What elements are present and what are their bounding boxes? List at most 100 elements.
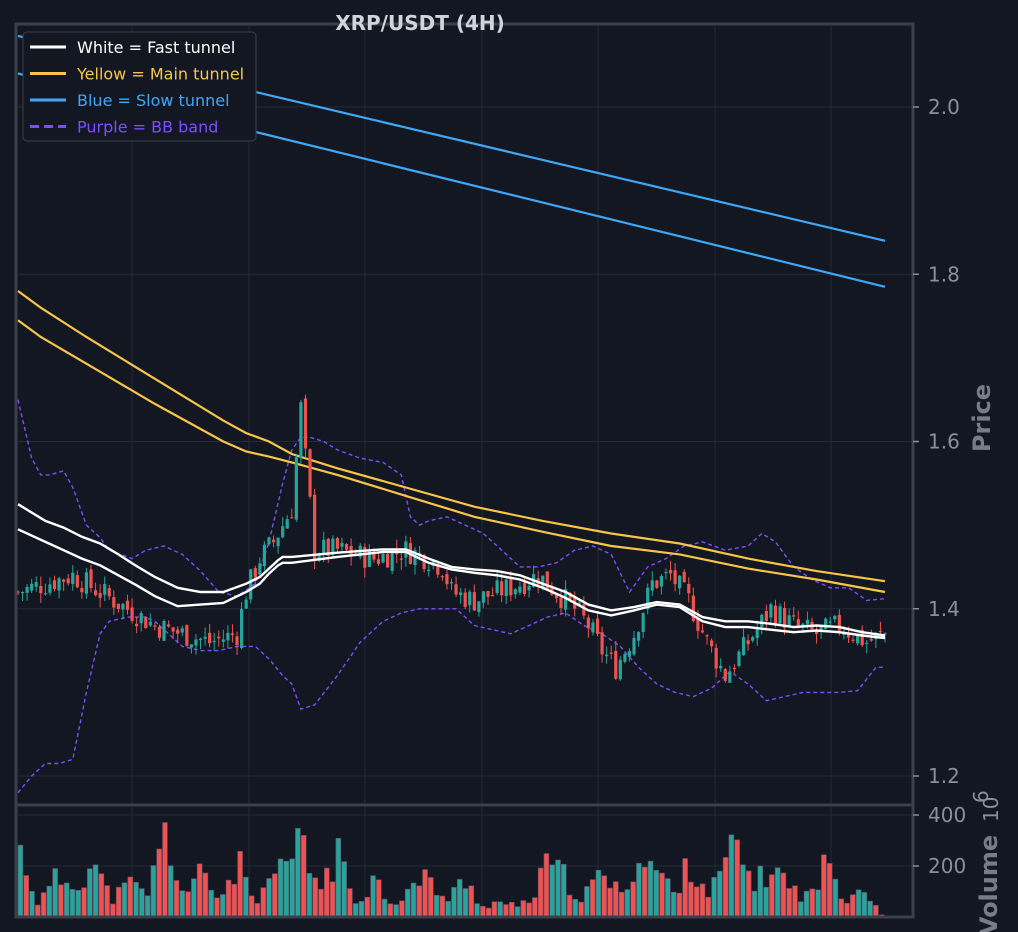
volume-axis-ticks: 200 400 (913, 803, 966, 878)
volume-bar (821, 854, 827, 918)
volume-bar (607, 887, 613, 918)
volume-bar (595, 869, 602, 918)
candle-body (518, 586, 522, 593)
volume-bar (347, 888, 353, 918)
volume-bar (29, 890, 35, 918)
volume-bar (665, 878, 671, 918)
candle-body (846, 633, 851, 638)
candle-body (719, 665, 723, 669)
volume-bar (508, 901, 515, 918)
volume-bar (682, 858, 688, 918)
volume-bar (266, 878, 272, 918)
volume-bar (23, 875, 29, 918)
volume-bar (40, 892, 47, 918)
bollinger-band-layer (17, 399, 886, 794)
volume-bar (589, 879, 596, 918)
volume-bar (711, 877, 717, 918)
candle-body (139, 613, 143, 624)
candle-body (481, 591, 486, 603)
candle-body (62, 579, 66, 582)
volume-bar (283, 860, 290, 918)
candle-body (30, 583, 34, 591)
candle-body (281, 526, 285, 538)
candle-body (427, 569, 431, 572)
candle-body (176, 629, 180, 634)
volume-bar (220, 894, 226, 918)
candle-body (500, 581, 504, 596)
volume-bar (110, 903, 116, 918)
candle-body (440, 576, 444, 578)
volume-bar (774, 867, 781, 918)
volume-bar (636, 862, 642, 918)
candle-body (180, 628, 184, 633)
candle-body (148, 621, 152, 626)
volume-tick-label: 400 (928, 803, 966, 827)
volume-bar (92, 864, 99, 918)
candle-body (513, 589, 517, 595)
candle-body (691, 595, 695, 621)
volume-bar (676, 892, 683, 918)
candle-body (819, 626, 823, 631)
volume-bar (231, 883, 238, 918)
volume-bar (422, 869, 428, 918)
volume-bar (121, 882, 128, 918)
candle-body (107, 588, 111, 597)
volume-bar (456, 879, 463, 918)
volume-bar (139, 888, 145, 918)
volume-bar (133, 881, 139, 918)
candle-body (271, 539, 276, 543)
volume-bar (202, 872, 209, 918)
candle-body (495, 580, 499, 593)
candlestick-layer (16, 394, 887, 683)
candle-body (705, 635, 709, 637)
main-tunnel-line (17, 290, 886, 583)
volume-bar (433, 895, 440, 918)
volume-bar (399, 900, 405, 918)
candle-body (673, 570, 677, 585)
candle-body (331, 538, 335, 555)
volume-bar (167, 865, 174, 918)
candle-body (618, 659, 622, 680)
candle-body (769, 604, 773, 618)
volume-bar (815, 889, 821, 918)
candle-body (582, 604, 586, 616)
volume-bar (826, 863, 833, 918)
candle-body (322, 539, 326, 555)
candle-body (595, 618, 600, 634)
volume-bar (254, 903, 261, 918)
candle-body (522, 582, 527, 595)
candle-body (313, 494, 317, 560)
candle-body (121, 603, 125, 610)
volume-bar (670, 891, 677, 918)
candle-body (381, 554, 385, 563)
volume-bar (381, 898, 388, 918)
candle-body (700, 630, 705, 633)
volume-bar (35, 904, 41, 918)
candle-body (112, 597, 116, 608)
candle-body (732, 667, 737, 670)
volume-bar (630, 881, 636, 918)
volume-bar (699, 883, 706, 918)
candle-body (541, 575, 545, 589)
volume-bar (532, 897, 538, 918)
volume-bar (520, 900, 527, 918)
volume-bar (693, 886, 700, 918)
volume-bar (144, 895, 151, 918)
volume-bar (572, 898, 579, 918)
candle-body (244, 599, 248, 609)
volume-bar (480, 905, 486, 918)
candle-body (509, 576, 513, 596)
candle-body (399, 558, 403, 560)
candle-body (25, 586, 29, 593)
candle-body (276, 537, 280, 547)
candle-body (714, 647, 718, 669)
volume-bar (243, 876, 249, 918)
candle-body (591, 622, 595, 633)
volume-bar (497, 901, 503, 918)
volume-bar (717, 870, 723, 918)
candle-body (43, 593, 47, 595)
volume-bar (653, 870, 660, 918)
candle-body (600, 632, 604, 655)
fast-tunnel-line (17, 528, 886, 640)
